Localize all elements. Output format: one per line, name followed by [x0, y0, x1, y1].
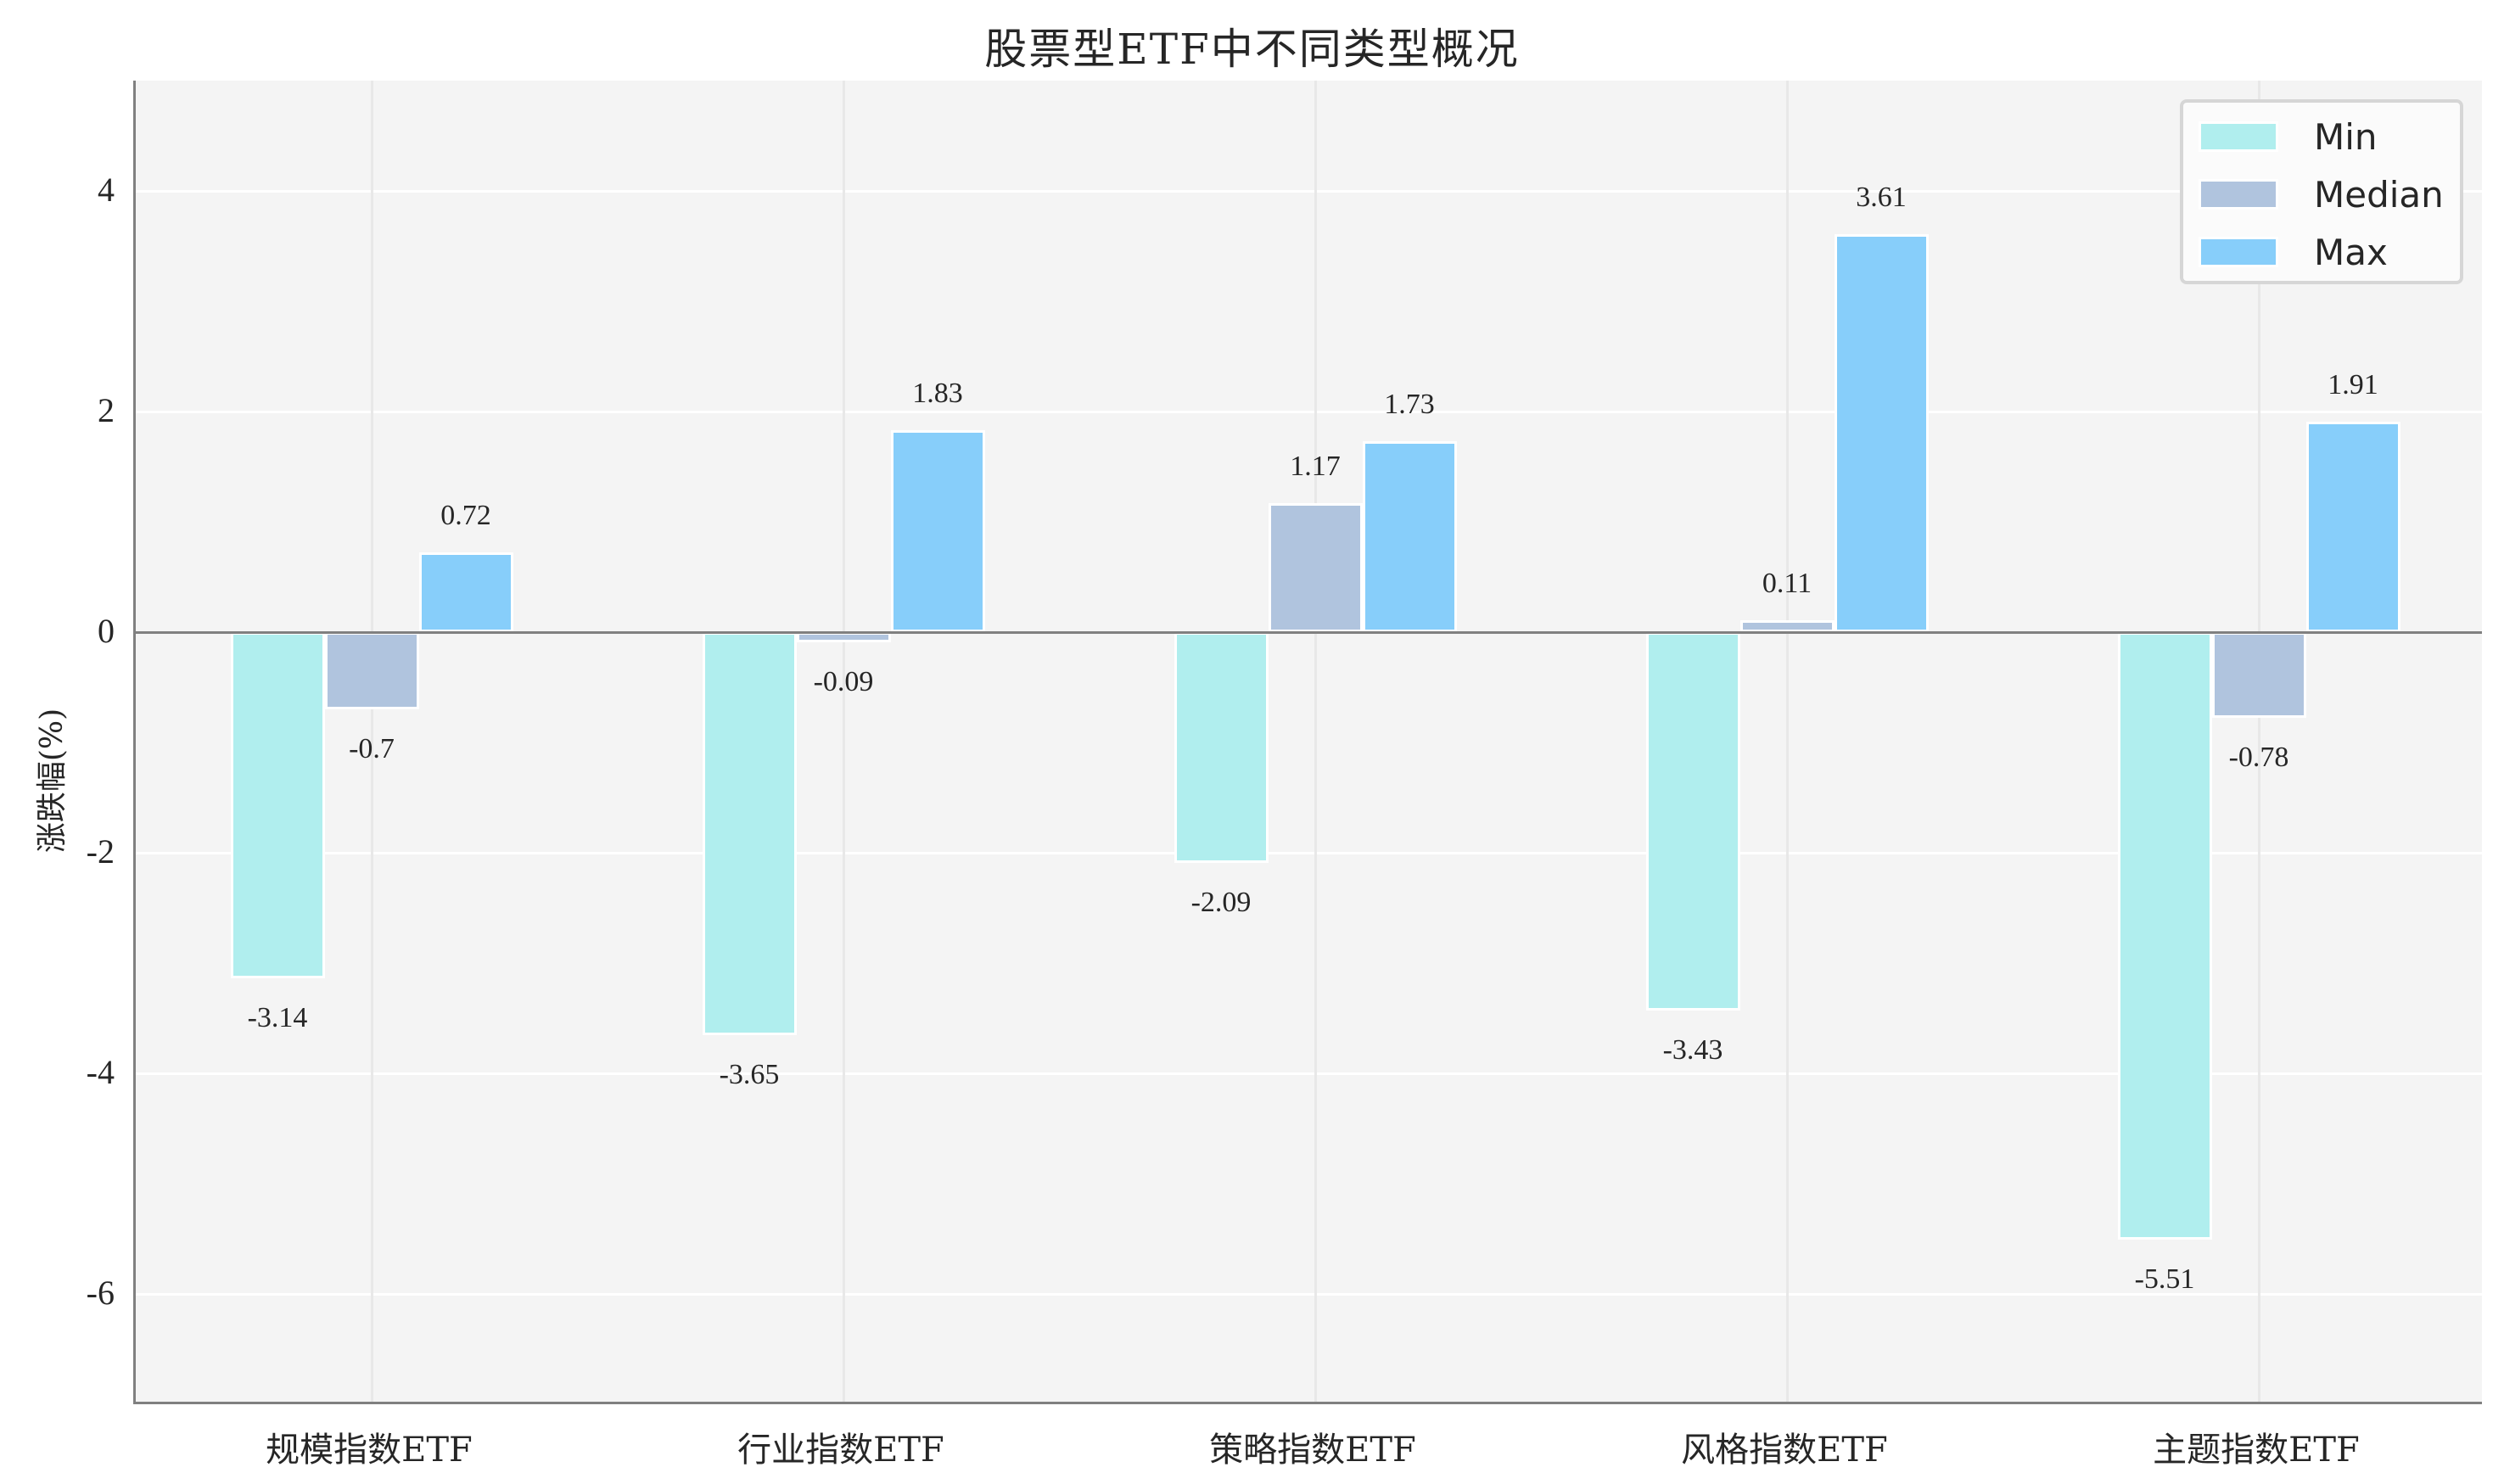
- bar-value-label: 0.11: [1762, 567, 1812, 599]
- plot-area: -3.14 -0.7 0.72 -3.65 -0.09 1.83 -2.09 1.17 1.73…: [133, 81, 2482, 1404]
- bar-value-label: 1.73: [1384, 389, 1435, 421]
- h-grid-line: [136, 411, 2482, 413]
- bar-value-label: 1.83: [912, 378, 963, 410]
- y-tick: -2: [86, 832, 115, 871]
- bar-max: [418, 552, 513, 632]
- x-tick: 规模指数ETF: [266, 1431, 473, 1470]
- v-grid-line: [371, 81, 373, 1402]
- bar-median: [2211, 632, 2306, 719]
- legend: Min Median Max: [2180, 99, 2463, 284]
- bar-max: [890, 430, 985, 632]
- bar-min: [2117, 632, 2212, 1240]
- legend-item-min: Min: [2199, 116, 2378, 158]
- v-grid-line: [843, 81, 845, 1402]
- bar-min: [230, 632, 325, 979]
- x-tick: 策略指数ETF: [1209, 1431, 1416, 1470]
- legend-item-max: Max: [2199, 232, 2388, 273]
- bar-min: [702, 632, 797, 1035]
- y-tick: -4: [86, 1053, 115, 1091]
- h-grid-line: [136, 1293, 2482, 1296]
- v-grid-line: [2258, 81, 2260, 1402]
- v-grid-line: [1314, 81, 1317, 1402]
- x-tick: 行业指数ETF: [737, 1431, 944, 1470]
- legend-label-median: Median: [2314, 173, 2444, 216]
- bar-value-label: 1.17: [1290, 450, 1341, 482]
- bar-median: [324, 632, 419, 709]
- bar-value-label: -5.51: [2134, 1263, 2195, 1296]
- bar-max: [1362, 441, 1457, 632]
- h-grid-line: [136, 852, 2482, 854]
- x-tick: 风格指数ETF: [1681, 1431, 1888, 1470]
- bar-value-label: 0.72: [440, 500, 491, 532]
- y-tick: 0: [98, 612, 115, 650]
- bar-value-label: 3.61: [1856, 181, 1907, 213]
- bar-value-label: -3.43: [1662, 1033, 1723, 1066]
- legend-label-max: Max: [2314, 231, 2388, 273]
- legend-swatch-min: [2199, 121, 2278, 152]
- bar-value-label: -0.7: [349, 733, 395, 764]
- bar-median: [1268, 502, 1363, 632]
- bar-value-label: -3.14: [247, 1002, 308, 1034]
- h-grid-line: [136, 190, 2482, 193]
- bar-min: [1645, 632, 1740, 1011]
- y-tick: 4: [98, 171, 115, 209]
- legend-item-median: Median: [2199, 174, 2444, 216]
- bar-median: [1739, 619, 1835, 632]
- chart-title: 股票型ETF中不同类型概况: [984, 25, 1520, 74]
- y-tick: 2: [98, 391, 115, 429]
- bar-value-label: -0.78: [2228, 742, 2289, 774]
- v-grid-line: [1786, 81, 1789, 1402]
- bar-min: [1174, 632, 1269, 863]
- bar-max: [2305, 421, 2400, 632]
- legend-swatch-max: [2199, 237, 2278, 267]
- h-grid-line: [136, 1072, 2482, 1075]
- zero-line: [136, 631, 2482, 634]
- bar-value-label: -2.09: [1190, 886, 1252, 918]
- legend-label-min: Min: [2314, 115, 2378, 158]
- bar-value-label: -0.09: [813, 665, 874, 697]
- bar-max: [1834, 233, 1929, 632]
- bar-value-label: 1.91: [2328, 368, 2378, 400]
- bar-value-label: -3.65: [719, 1058, 780, 1090]
- y-tick: -6: [86, 1274, 115, 1312]
- legend-swatch-median: [2199, 179, 2278, 210]
- x-tick: 主题指数ETF: [2153, 1431, 2360, 1470]
